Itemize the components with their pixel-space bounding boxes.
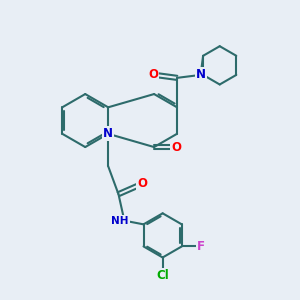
Text: NH: NH — [111, 216, 129, 226]
Text: O: O — [137, 177, 147, 190]
Text: O: O — [171, 141, 181, 154]
Text: N: N — [103, 127, 113, 140]
Text: Cl: Cl — [156, 268, 169, 282]
Text: O: O — [148, 68, 158, 81]
Text: F: F — [197, 240, 205, 253]
Text: N: N — [196, 68, 206, 81]
